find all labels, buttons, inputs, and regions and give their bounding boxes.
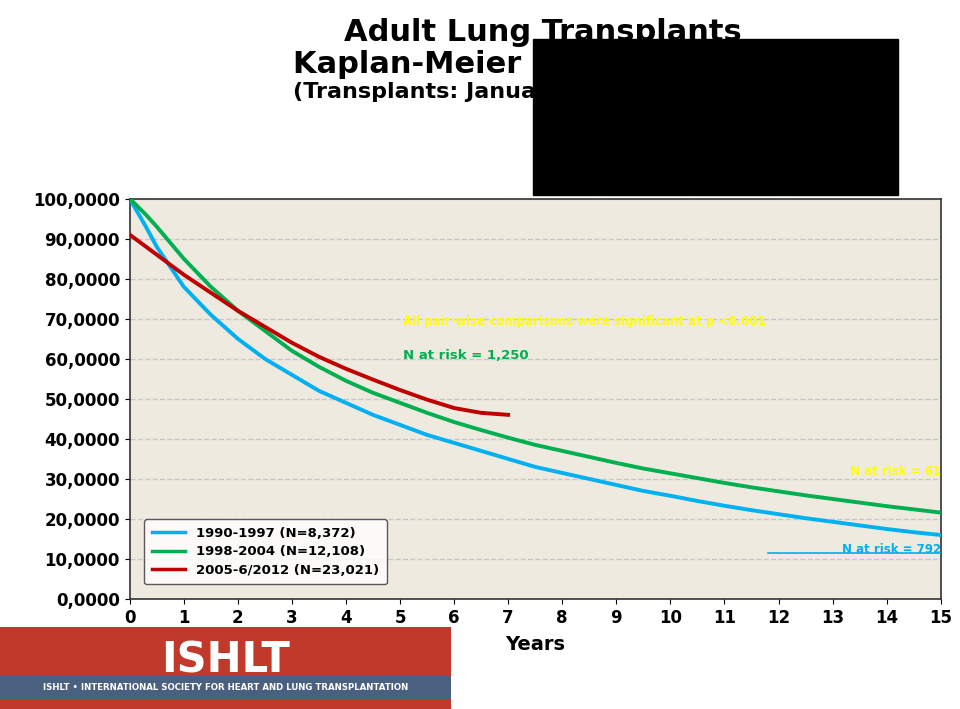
Text: ISHLT • INTERNATIONAL SOCIETY FOR HEART AND LUNG TRANSPLANTATION: ISHLT • INTERNATIONAL SOCIETY FOR HEART … <box>43 683 408 692</box>
Text: All pair-wise comparisons were significant at p <0.001: All pair-wise comparisons were significa… <box>402 315 765 328</box>
X-axis label: Years: Years <box>505 635 565 654</box>
Text: N at risk = 792: N at risk = 792 <box>842 543 941 556</box>
Text: Kaplan-Meier Survival by Era: Kaplan-Meier Survival by Era <box>294 50 791 79</box>
Text: ISHLT: ISHLT <box>161 639 290 681</box>
Text: N at risk = 61: N at risk = 61 <box>850 465 941 478</box>
Bar <box>0 676 451 699</box>
Legend: 1990-1997 (N=8,372), 1998-2004 (N=12,108), 2005-6/2012 (N=23,021): 1990-1997 (N=8,372), 1998-2004 (N=12,108… <box>144 519 387 584</box>
Text: N at risk = 1,250: N at risk = 1,250 <box>402 349 528 362</box>
Text: (Transplants: January 1990 – June 2012): (Transplants: January 1990 – June 2012) <box>293 82 792 101</box>
Text: Adult Lung Transplants: Adult Lung Transplants <box>344 18 741 47</box>
